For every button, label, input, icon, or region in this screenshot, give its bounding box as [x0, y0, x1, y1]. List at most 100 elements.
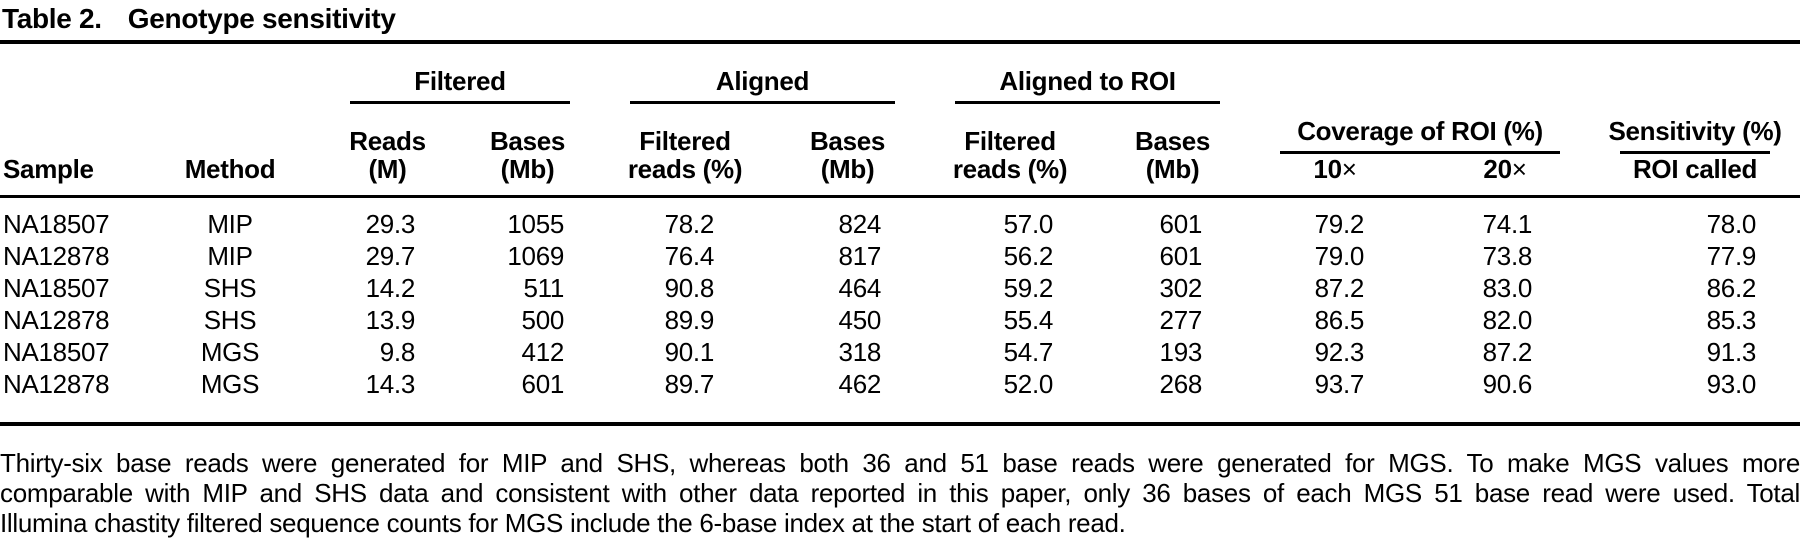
- cell-filtered-reads-m: 29.7: [365, 240, 416, 271]
- cell-filtered-bases-mb: 1069: [507, 240, 565, 271]
- cell-aligned-filtered-reads-pct: 89.7: [664, 368, 715, 399]
- cell-coverage-10x: 87.2: [1314, 272, 1365, 303]
- header-filtered-reads-roi: Filtered reads (%): [925, 104, 1095, 196]
- cell-coverage-10x: 92.3: [1314, 336, 1365, 367]
- table-body: NA18507 MIP 29.3 1055 78.2 824 57.0 601 …: [0, 196, 1800, 424]
- header-bases-mb-aligned-line2: (Mb): [820, 153, 875, 184]
- cell-coverage-10x: 86.5: [1314, 304, 1365, 335]
- cell-sample: NA12878: [3, 368, 110, 399]
- table-row: NA12878 MGS 14.3 601 89.7 462 52.0 268 9…: [0, 368, 1800, 424]
- cell-sample: NA18507: [3, 272, 110, 303]
- table-row: NA18507 MGS 9.8 412 90.1 318 54.7 193 92…: [0, 336, 1800, 368]
- cell-filtered-bases-mb: 1055: [507, 208, 565, 239]
- cell-filtered-bases-mb: 412: [521, 336, 565, 367]
- spanner-sensitivity: Sensitivity (%): [1590, 44, 1800, 154]
- header-bases-mb-roi-line1: Bases: [1134, 125, 1211, 156]
- cell-filtered-reads-m: 14.2: [365, 272, 416, 303]
- cell-roi-bases-mb: 302: [1159, 272, 1203, 303]
- cell-roi-filtered-reads-pct: 56.2: [1003, 240, 1054, 271]
- spanner-sensitivity-rule: [1620, 151, 1771, 154]
- cell-coverage-10x: 79.2: [1314, 208, 1365, 239]
- cell-roi-filtered-reads-pct: 59.2: [1003, 272, 1054, 303]
- title-rule: [0, 40, 1800, 44]
- cell-aligned-filtered-reads-pct: 89.9: [664, 304, 715, 335]
- multiply-symbol: ×: [1341, 153, 1357, 184]
- cell-roi-bases-mb: 268: [1159, 368, 1203, 399]
- cell-sample: NA12878: [3, 240, 110, 271]
- cell-method: SHS: [203, 304, 257, 335]
- cell-filtered-bases-mb: 511: [523, 272, 565, 303]
- cell-roi-bases-mb: 193: [1159, 336, 1203, 367]
- cell-sensitivity-roi-called: 86.2: [1706, 272, 1757, 303]
- cell-aligned-filtered-reads-pct: 90.1: [664, 336, 715, 367]
- cell-filtered-reads-m: 29.3: [365, 208, 416, 239]
- cell-roi-bases-mb: 601: [1159, 208, 1203, 239]
- cell-sensitivity-roi-called: 77.9: [1706, 240, 1757, 271]
- cell-filtered-reads-m: 14.3: [365, 368, 416, 399]
- cell-roi-filtered-reads-pct: 57.0: [1003, 208, 1054, 239]
- cell-coverage-20x: 87.2: [1482, 336, 1533, 367]
- spanner-coverage-label: Coverage of ROI (%): [1297, 116, 1543, 146]
- cell-coverage-20x: 82.0: [1482, 304, 1533, 335]
- cell-aligned-bases-mb: 824: [838, 208, 882, 239]
- cell-aligned-bases-mb: 464: [838, 272, 882, 303]
- spanner-filtered-label: Filtered: [414, 66, 506, 96]
- cell-sensitivity-roi-called: 85.3: [1706, 304, 1757, 335]
- cell-method: SHS: [203, 272, 257, 303]
- header-reads-m-line1: Reads: [349, 125, 426, 156]
- header-filtered-reads-aligned-line2: reads (%): [627, 153, 743, 184]
- header-coverage-10x-value: 10: [1313, 153, 1342, 184]
- header-filtered-reads-aligned: Filtered reads (%): [600, 104, 770, 196]
- header-bases-mb-filtered-line2: (Mb): [500, 153, 555, 184]
- spanner-aligned-roi-rule: [955, 101, 1221, 104]
- header-bases-mb-filtered: Bases (Mb): [455, 104, 600, 196]
- spanner-filtered: Filtered: [320, 44, 600, 104]
- header-bases-mb-aligned-line1: Bases: [809, 125, 886, 156]
- table-title: Table 2. Genotype sensitivity: [2, 4, 1800, 34]
- footnote-line: Thirty-six base reads were generated for…: [0, 447, 1800, 478]
- spanner-sensitivity-label: Sensitivity (%): [1608, 116, 1782, 146]
- table-row: NA12878 MIP 29.7 1069 76.4 817 56.2 601 …: [0, 240, 1800, 272]
- multiply-symbol: ×: [1511, 153, 1527, 184]
- cell-coverage-20x: 83.0: [1482, 272, 1533, 303]
- data-table: Sample Method Filtered Aligned Aligned t…: [0, 44, 1800, 426]
- cell-aligned-filtered-reads-pct: 78.2: [664, 208, 715, 239]
- cell-coverage-10x: 93.7: [1314, 368, 1365, 399]
- cell-aligned-bases-mb: 450: [838, 304, 882, 335]
- cell-sensitivity-roi-called: 78.0: [1706, 208, 1757, 239]
- spanner-filtered-rule: [350, 101, 571, 104]
- spanner-aligned-roi-label: Aligned to ROI: [999, 66, 1176, 96]
- header-filtered-reads-aligned-line1: Filtered: [639, 125, 731, 156]
- cell-method: MGS: [200, 336, 260, 367]
- footnote: Thirty-six base reads were generated for…: [0, 448, 1800, 538]
- header-filtered-reads-roi-line2: reads (%): [952, 153, 1068, 184]
- cell-roi-bases-mb: 601: [1159, 240, 1203, 271]
- cell-sample: NA18507: [3, 208, 110, 239]
- cell-roi-bases-mb: 277: [1159, 304, 1203, 335]
- spanner-aligned: Aligned: [600, 44, 925, 104]
- cell-coverage-20x: 90.6: [1482, 368, 1533, 399]
- cell-aligned-filtered-reads-pct: 90.8: [664, 272, 715, 303]
- cell-aligned-bases-mb: 462: [838, 368, 882, 399]
- table-number: Table 2.: [2, 3, 102, 34]
- header-reads-m: Reads (M): [320, 104, 455, 196]
- cell-coverage-20x: 73.8: [1482, 240, 1533, 271]
- table-caption: Genotype sensitivity: [127, 3, 396, 34]
- cell-filtered-bases-mb: 601: [521, 368, 565, 399]
- spanner-aligned-label: Aligned: [715, 66, 810, 96]
- cell-aligned-bases-mb: 817: [838, 240, 882, 271]
- header-bases-mb-aligned: Bases (Mb): [770, 104, 925, 196]
- header-coverage-20x-value: 20: [1483, 153, 1512, 184]
- header-coverage-20x: 20×: [1420, 154, 1590, 196]
- spanner-aligned-roi: Aligned to ROI: [925, 44, 1250, 104]
- table-header: Sample Method Filtered Aligned Aligned t…: [0, 44, 1800, 196]
- cell-aligned-bases-mb: 318: [838, 336, 882, 367]
- cell-sample: NA12878: [3, 304, 110, 335]
- table-row: NA18507 SHS 14.2 511 90.8 464 59.2 302 8…: [0, 272, 1800, 304]
- cell-aligned-filtered-reads-pct: 76.4: [664, 240, 715, 271]
- cell-roi-filtered-reads-pct: 55.4: [1003, 304, 1054, 335]
- header-reads-m-line2: (M): [368, 153, 407, 184]
- spanner-coverage: Coverage of ROI (%): [1250, 44, 1590, 154]
- cell-sensitivity-roi-called: 91.3: [1706, 336, 1757, 367]
- header-filtered-reads-roi-line1: Filtered: [964, 125, 1056, 156]
